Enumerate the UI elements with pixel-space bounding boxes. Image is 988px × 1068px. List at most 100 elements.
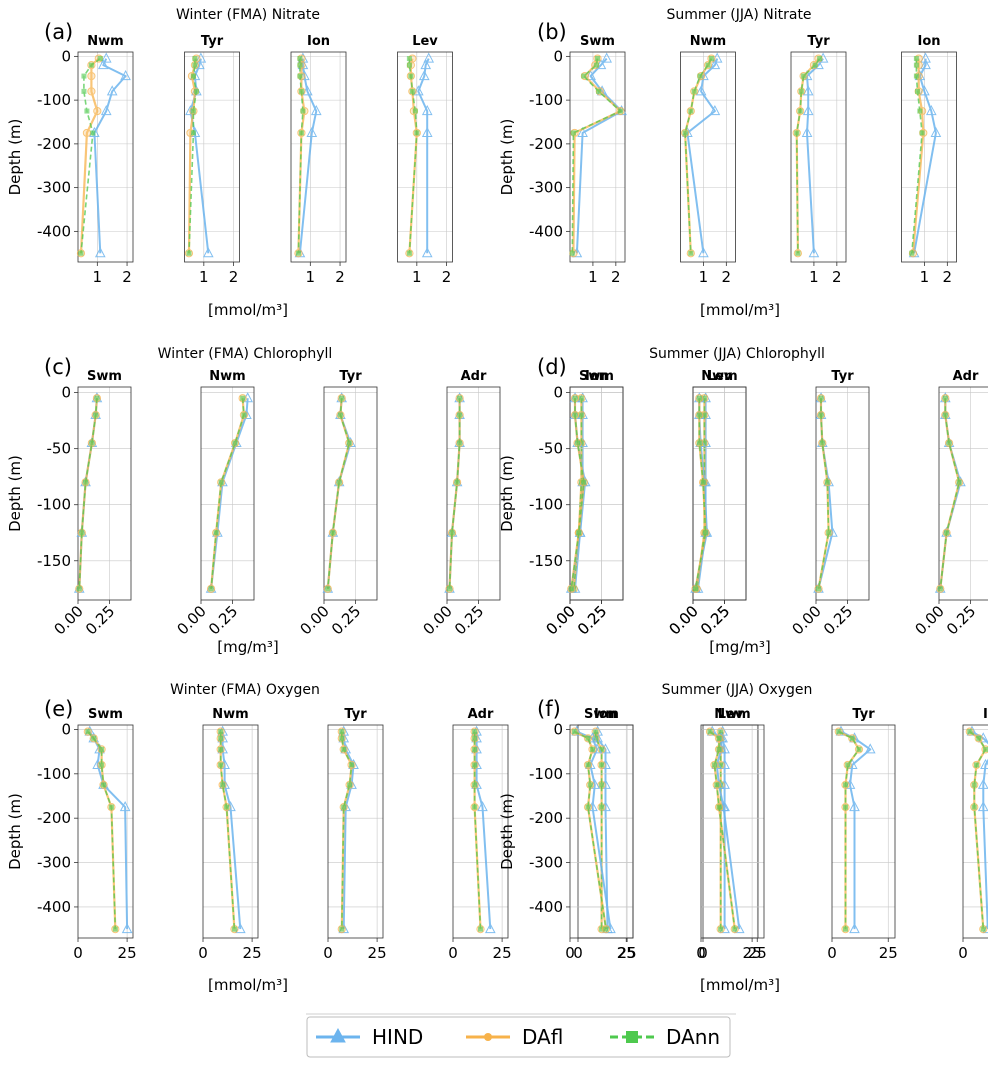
- data-point: [79, 530, 85, 536]
- data-point: [691, 88, 697, 94]
- data-point: [581, 479, 587, 485]
- x-tick-label: 0: [323, 944, 333, 962]
- data-point: [339, 729, 345, 735]
- series-dafl: [445, 394, 464, 593]
- subplot-swm: Swm 0 25: [565, 707, 636, 962]
- legend-marker: [626, 1031, 638, 1043]
- data-point: [218, 729, 224, 735]
- region-title: Adr: [461, 369, 487, 384]
- data-point: [101, 782, 107, 788]
- data-point: [349, 762, 355, 768]
- data-point: [412, 108, 418, 114]
- data-point: [298, 88, 304, 94]
- data-point: [794, 130, 800, 136]
- data-point: [845, 762, 851, 768]
- series-hind: [966, 725, 988, 934]
- data-point: [121, 923, 133, 934]
- data-point: [593, 62, 599, 68]
- series-dann: [218, 729, 237, 932]
- data-point: [337, 412, 343, 418]
- data-point: [88, 62, 94, 68]
- series-dann: [568, 395, 587, 592]
- data-point: [472, 762, 478, 768]
- series-hind: [934, 392, 966, 593]
- data-point: [472, 804, 478, 810]
- series-hind: [84, 725, 133, 934]
- data-point: [980, 926, 986, 932]
- data-point: [576, 530, 582, 536]
- data-point: [89, 440, 95, 446]
- chart-group-b: Summer (JJA) Nitrate (b) Depth (m) 0 -100 -20…: [498, 7, 957, 319]
- data-point: [599, 762, 605, 768]
- data-point: [310, 104, 322, 116]
- subplot-tyr: Tyr 1 2: [184, 34, 240, 286]
- data-point: [97, 56, 103, 62]
- x-tick-label: 0.00: [911, 602, 947, 638]
- data-point: [568, 586, 574, 592]
- data-point: [718, 729, 724, 735]
- legend-item-hind: HIND: [316, 1025, 423, 1049]
- x-tick-label: 0.00: [788, 602, 824, 638]
- data-point: [100, 52, 112, 63]
- region-title: Ion: [917, 34, 940, 49]
- x-axis-label: [mmol/m³]: [700, 301, 780, 319]
- x-tick-label: 2: [122, 268, 132, 286]
- legend-label: DAfl: [522, 1025, 563, 1049]
- x-tick-label: 0: [958, 944, 968, 962]
- series-dann: [78, 56, 103, 256]
- region-title: Adr: [468, 707, 494, 722]
- data-point: [801, 126, 813, 137]
- y-tick-label: -200: [37, 809, 71, 827]
- subplot-nwm: Nwm 1 2: [680, 34, 736, 286]
- data-point: [87, 71, 96, 81]
- data-point: [83, 479, 89, 485]
- x-tick-label: 0.25: [820, 602, 856, 638]
- subplot-adr: Adr 0.000.25: [911, 369, 988, 638]
- y-tick-label: -200: [529, 809, 563, 827]
- x-tick-label: 2: [229, 268, 239, 286]
- series-hind: [322, 392, 356, 593]
- region-title: Nwm: [212, 707, 248, 722]
- data-point: [817, 56, 823, 62]
- data-point: [457, 440, 463, 446]
- data-point: [190, 108, 196, 114]
- data-point: [421, 247, 433, 258]
- series-hind: [89, 52, 131, 258]
- data-point: [856, 746, 862, 752]
- subplot-tyr: Tyr 0.000.25: [296, 369, 378, 638]
- y-tick-label: -100: [37, 496, 71, 514]
- data-point: [295, 250, 301, 256]
- data-point: [802, 85, 814, 96]
- data-point: [697, 73, 703, 79]
- data-point: [930, 126, 942, 137]
- data-point: [585, 735, 591, 741]
- data-point: [306, 126, 318, 137]
- data-point: [406, 250, 412, 256]
- data-point: [213, 530, 219, 536]
- series-line: [684, 58, 713, 254]
- data-point: [983, 746, 988, 752]
- x-axis-label: [mg/m³]: [217, 638, 279, 656]
- panel-letter: (f): [537, 697, 561, 721]
- series-line: [696, 398, 706, 589]
- data-point: [585, 804, 591, 810]
- x-tick-label: 2: [442, 268, 452, 286]
- y-tick-label: 0: [61, 720, 71, 738]
- x-tick-label: 25: [748, 944, 767, 962]
- y-tick-label: -400: [529, 898, 563, 916]
- data-point: [218, 762, 224, 768]
- x-tick-label: 2: [611, 268, 621, 286]
- region-title: Nwm: [690, 34, 726, 49]
- y-tick-label: -100: [529, 765, 563, 783]
- legend-item-dann: DAnn: [610, 1025, 720, 1049]
- x-tick-label: 25: [493, 944, 512, 962]
- subplot-ion: Ion 1 2: [901, 34, 957, 286]
- region-title: Swm: [579, 369, 614, 384]
- data-point: [421, 104, 433, 116]
- series-line: [78, 398, 98, 589]
- subplot-nwm: Nwm 0 25: [198, 707, 261, 962]
- y-tick-label: -300: [37, 179, 71, 197]
- x-tick-label: 0: [198, 944, 208, 962]
- data-point: [708, 56, 714, 62]
- data-point: [920, 59, 931, 70]
